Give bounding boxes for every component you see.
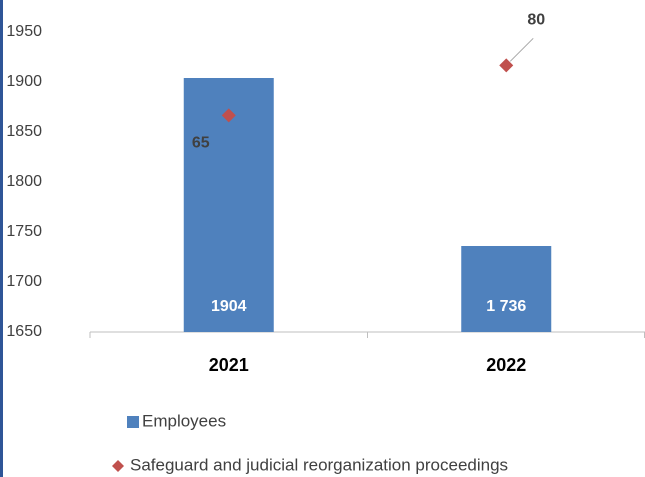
diamond-marker (221, 108, 236, 123)
diamond-marker (499, 58, 514, 73)
x-tick-label: 2021 (209, 355, 249, 375)
x-tick-label: 2022 (486, 355, 526, 375)
bar-value-label: 1 736 (486, 298, 526, 315)
legend-label: Safeguard and judicial reorganization pr… (130, 455, 508, 474)
marker-value-label: 65 (192, 135, 210, 152)
y-tick-label: 1700 (6, 273, 42, 290)
leader-line (509, 37, 534, 62)
y-tick-label: 1900 (6, 73, 42, 90)
y-tick-label: 1950 (6, 23, 42, 40)
y-tick-label: 1800 (6, 173, 42, 190)
left-border (0, 0, 3, 477)
legend-label: Employees (142, 411, 226, 430)
bar-value-label: 1904 (211, 298, 247, 315)
marker-value-label: 80 (527, 12, 545, 29)
y-tick-label: 1650 (6, 323, 42, 340)
y-tick-label: 1850 (6, 123, 42, 140)
legend-swatch (127, 416, 139, 428)
y-tick-label: 1750 (6, 223, 42, 240)
bar (461, 246, 552, 332)
legend-swatch (112, 460, 124, 472)
